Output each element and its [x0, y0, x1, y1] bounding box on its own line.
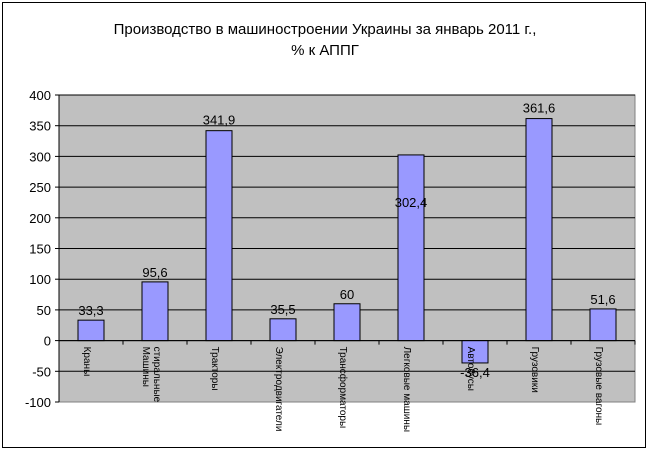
chart-title-line-2: % к АППГ — [291, 42, 359, 59]
y-tick-label: 250 — [29, 180, 51, 195]
y-tick-label: -50 — [32, 364, 51, 379]
data-label: 35,5 — [270, 302, 295, 317]
data-label: -36,4 — [460, 365, 490, 380]
y-tick-label: -100 — [25, 395, 51, 410]
x-tick-label: Легковые машины — [401, 347, 412, 432]
x-tick-label-line: Тракторы — [209, 347, 220, 391]
y-tick-label: 150 — [29, 242, 51, 257]
y-tick-label: 350 — [29, 119, 51, 134]
data-label: 341,9 — [203, 113, 236, 128]
bar — [333, 303, 361, 342]
x-tick-label: Автобусы — [465, 347, 477, 391]
bar — [77, 319, 105, 342]
x-tick-label: Тракторы — [209, 347, 220, 391]
data-label: 51,6 — [590, 292, 615, 307]
bar — [269, 318, 297, 342]
x-tick-label: Краны — [81, 347, 92, 377]
x-tick-label-line: Грузовые вагоны — [593, 347, 604, 426]
y-tick-label: 400 — [29, 88, 51, 103]
x-tick-label: Грузовые вагоны — [593, 347, 604, 426]
x-axis-labels: Краны Машины стиральные Тракторы Электродвиг… — [81, 340, 636, 432]
data-label: 302,4 — [395, 195, 428, 210]
data-labels: 33,3 95,6 341,9 35,5 60 302,4 -36,4 361,6 51,6 — [78, 101, 615, 380]
x-tick-label-line: Трансформаторы — [337, 347, 349, 429]
x-tick-label-line: Машины — [140, 347, 151, 387]
y-tick-label: 200 — [29, 211, 51, 226]
chart-frame: Производство в машиностроении Украины за… — [2, 2, 646, 448]
data-label: 361,6 — [523, 101, 556, 116]
bar — [589, 308, 617, 342]
y-axis-ticks: -100 -50 0 50 100 150 200 250 300 350 400 — [25, 88, 59, 410]
data-label: 60 — [340, 287, 354, 302]
bars — [77, 118, 617, 364]
data-label: 95,6 — [142, 265, 167, 280]
x-tick-label: Электродвигатели — [273, 347, 284, 432]
bar — [525, 118, 553, 342]
y-tick-label: 300 — [29, 149, 51, 164]
x-tick-label-line: Грузовики — [529, 347, 540, 393]
bar-chart: Производство в машиностроении Украины за… — [25, 21, 636, 432]
y-tick-label: 100 — [29, 272, 51, 287]
data-label: 33,3 — [78, 303, 103, 318]
x-tick-label: Машины стиральные — [140, 347, 162, 403]
x-tick-label-line: стиральные — [151, 347, 162, 403]
chart-title: Производство в машиностроении Украины за… — [114, 21, 537, 59]
y-tick-label: 50 — [37, 303, 51, 318]
x-tick-label: Грузовики — [529, 347, 540, 393]
x-tick-label-line: Электродвигатели — [273, 347, 284, 432]
bar — [141, 281, 169, 342]
x-tick-label-line: Автобусы — [465, 347, 477, 391]
x-tick-label: Трансформаторы — [337, 347, 349, 429]
x-tick-label-line: Краны — [81, 347, 92, 377]
chart-title-line-1: Производство в машиностроении Украины за… — [114, 21, 537, 38]
bar — [397, 154, 425, 342]
y-tick-label: 0 — [44, 334, 51, 349]
bar — [205, 130, 233, 342]
x-tick-label-line: Легковые машины — [401, 347, 412, 432]
